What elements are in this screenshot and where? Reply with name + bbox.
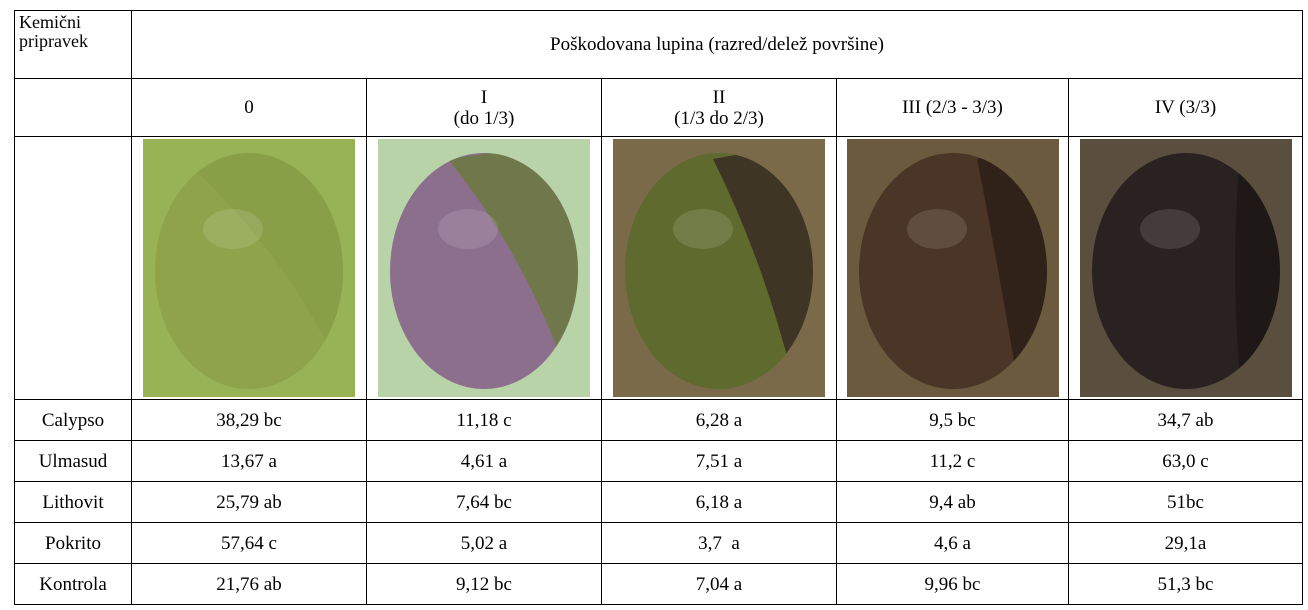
value-cell: 57,64 c — [131, 522, 367, 564]
row-label: Calypso — [14, 399, 132, 441]
value-cell: 21,76 ab — [131, 563, 367, 605]
photo-cell — [131, 136, 367, 400]
value-cell: 11,2 c — [836, 440, 1069, 482]
value-cell: 4,6 a — [836, 522, 1069, 564]
column-header-line: 0 — [244, 97, 254, 118]
value-cell: 9,12 bc — [366, 563, 602, 605]
value-cell: 9,5 bc — [836, 399, 1069, 441]
column-header-line: (do 1/3) — [453, 107, 515, 129]
value-cell: 63,0 c — [1067, 440, 1304, 482]
column-header: IV (3/3) — [1067, 78, 1304, 137]
photo-cell — [1067, 136, 1304, 400]
value-cell: 4,61 a — [366, 440, 602, 482]
corner-cell: Kemični pripravek — [14, 10, 132, 79]
value-cell: 7,04 a — [601, 563, 837, 605]
data-row: Pokrito 57,64 c 5,02 a 3,7 a 4,6 a 29,1a — [14, 522, 1304, 564]
photo-cell — [836, 136, 1069, 400]
data-row: Kontrola 21,76 ab 9,12 bc 7,04 a 9,96 bc 51,3… — [14, 563, 1304, 605]
walnut-photo — [613, 139, 825, 397]
corner-line: Kemični — [19, 12, 81, 32]
column-header-line: (1/3 do 2/3) — [674, 107, 764, 129]
walnut-photo — [1079, 139, 1292, 397]
value-cell: 25,79 ab — [131, 481, 367, 523]
walnut-photo — [378, 139, 590, 397]
row-label: Kontrola — [14, 563, 132, 605]
value-cell: 9,96 bc — [836, 563, 1069, 605]
value-cell: 7,51 a — [601, 440, 837, 482]
group-header: Poškodovana lupina (razred/delež površin… — [130, 10, 1304, 79]
corner-line: pripravek — [19, 31, 88, 51]
row-label: Ulmasud — [14, 440, 132, 482]
value-cell: 29,1a — [1067, 522, 1304, 564]
column-header-line: II — [712, 86, 726, 108]
data-row: Calypso 38,29 bc 11,18 c 6,28 a 9,5 bc 34,7 a… — [14, 399, 1304, 441]
data-row: Lithovit 25,79 ab 7,64 bc 6,18 a 9,4 ab 51bc — [14, 481, 1304, 523]
photo-cell — [366, 136, 602, 400]
value-cell: 6,28 a — [601, 399, 837, 441]
column-header-line: IV (3/3) — [1154, 97, 1217, 118]
empty-cell — [14, 78, 132, 137]
column-header-line: I — [480, 86, 488, 108]
value-cell: 5,02 a — [366, 522, 602, 564]
value-cell: 38,29 bc — [131, 399, 367, 441]
column-header: 0 — [131, 78, 367, 137]
value-cell: 7,64 bc — [366, 481, 602, 523]
results-table: Kemični pripravek Poškodovana lupina (raz… — [14, 10, 1304, 605]
value-cell: 51,3 bc — [1067, 563, 1304, 605]
column-header: III (2/3 - 3/3) — [836, 78, 1069, 137]
value-cell: 9,4 ab — [836, 481, 1069, 523]
column-header-line: III (2/3 - 3/3) — [902, 97, 1003, 118]
value-cell: 34,7 ab — [1067, 399, 1304, 441]
value-cell: 6,18 a — [601, 481, 837, 523]
photo-cell — [601, 136, 837, 400]
data-row: Ulmasud 13,67 a 4,61 a 7,51 a 11,2 c 63,0 c — [14, 440, 1304, 482]
column-header: I (do 1/3) — [366, 78, 602, 137]
value-cell: 11,18 c — [366, 399, 602, 441]
value-cell: 3,7 a — [601, 522, 837, 564]
row-label: Lithovit — [14, 481, 132, 523]
column-header: II (1/3 do 2/3) — [601, 78, 837, 137]
empty-cell — [14, 136, 132, 400]
value-cell: 13,67 a — [131, 440, 367, 482]
walnut-photo — [143, 139, 355, 397]
walnut-photo — [846, 139, 1059, 397]
value-cell: 51bc — [1067, 481, 1304, 523]
row-label: Pokrito — [14, 522, 132, 564]
